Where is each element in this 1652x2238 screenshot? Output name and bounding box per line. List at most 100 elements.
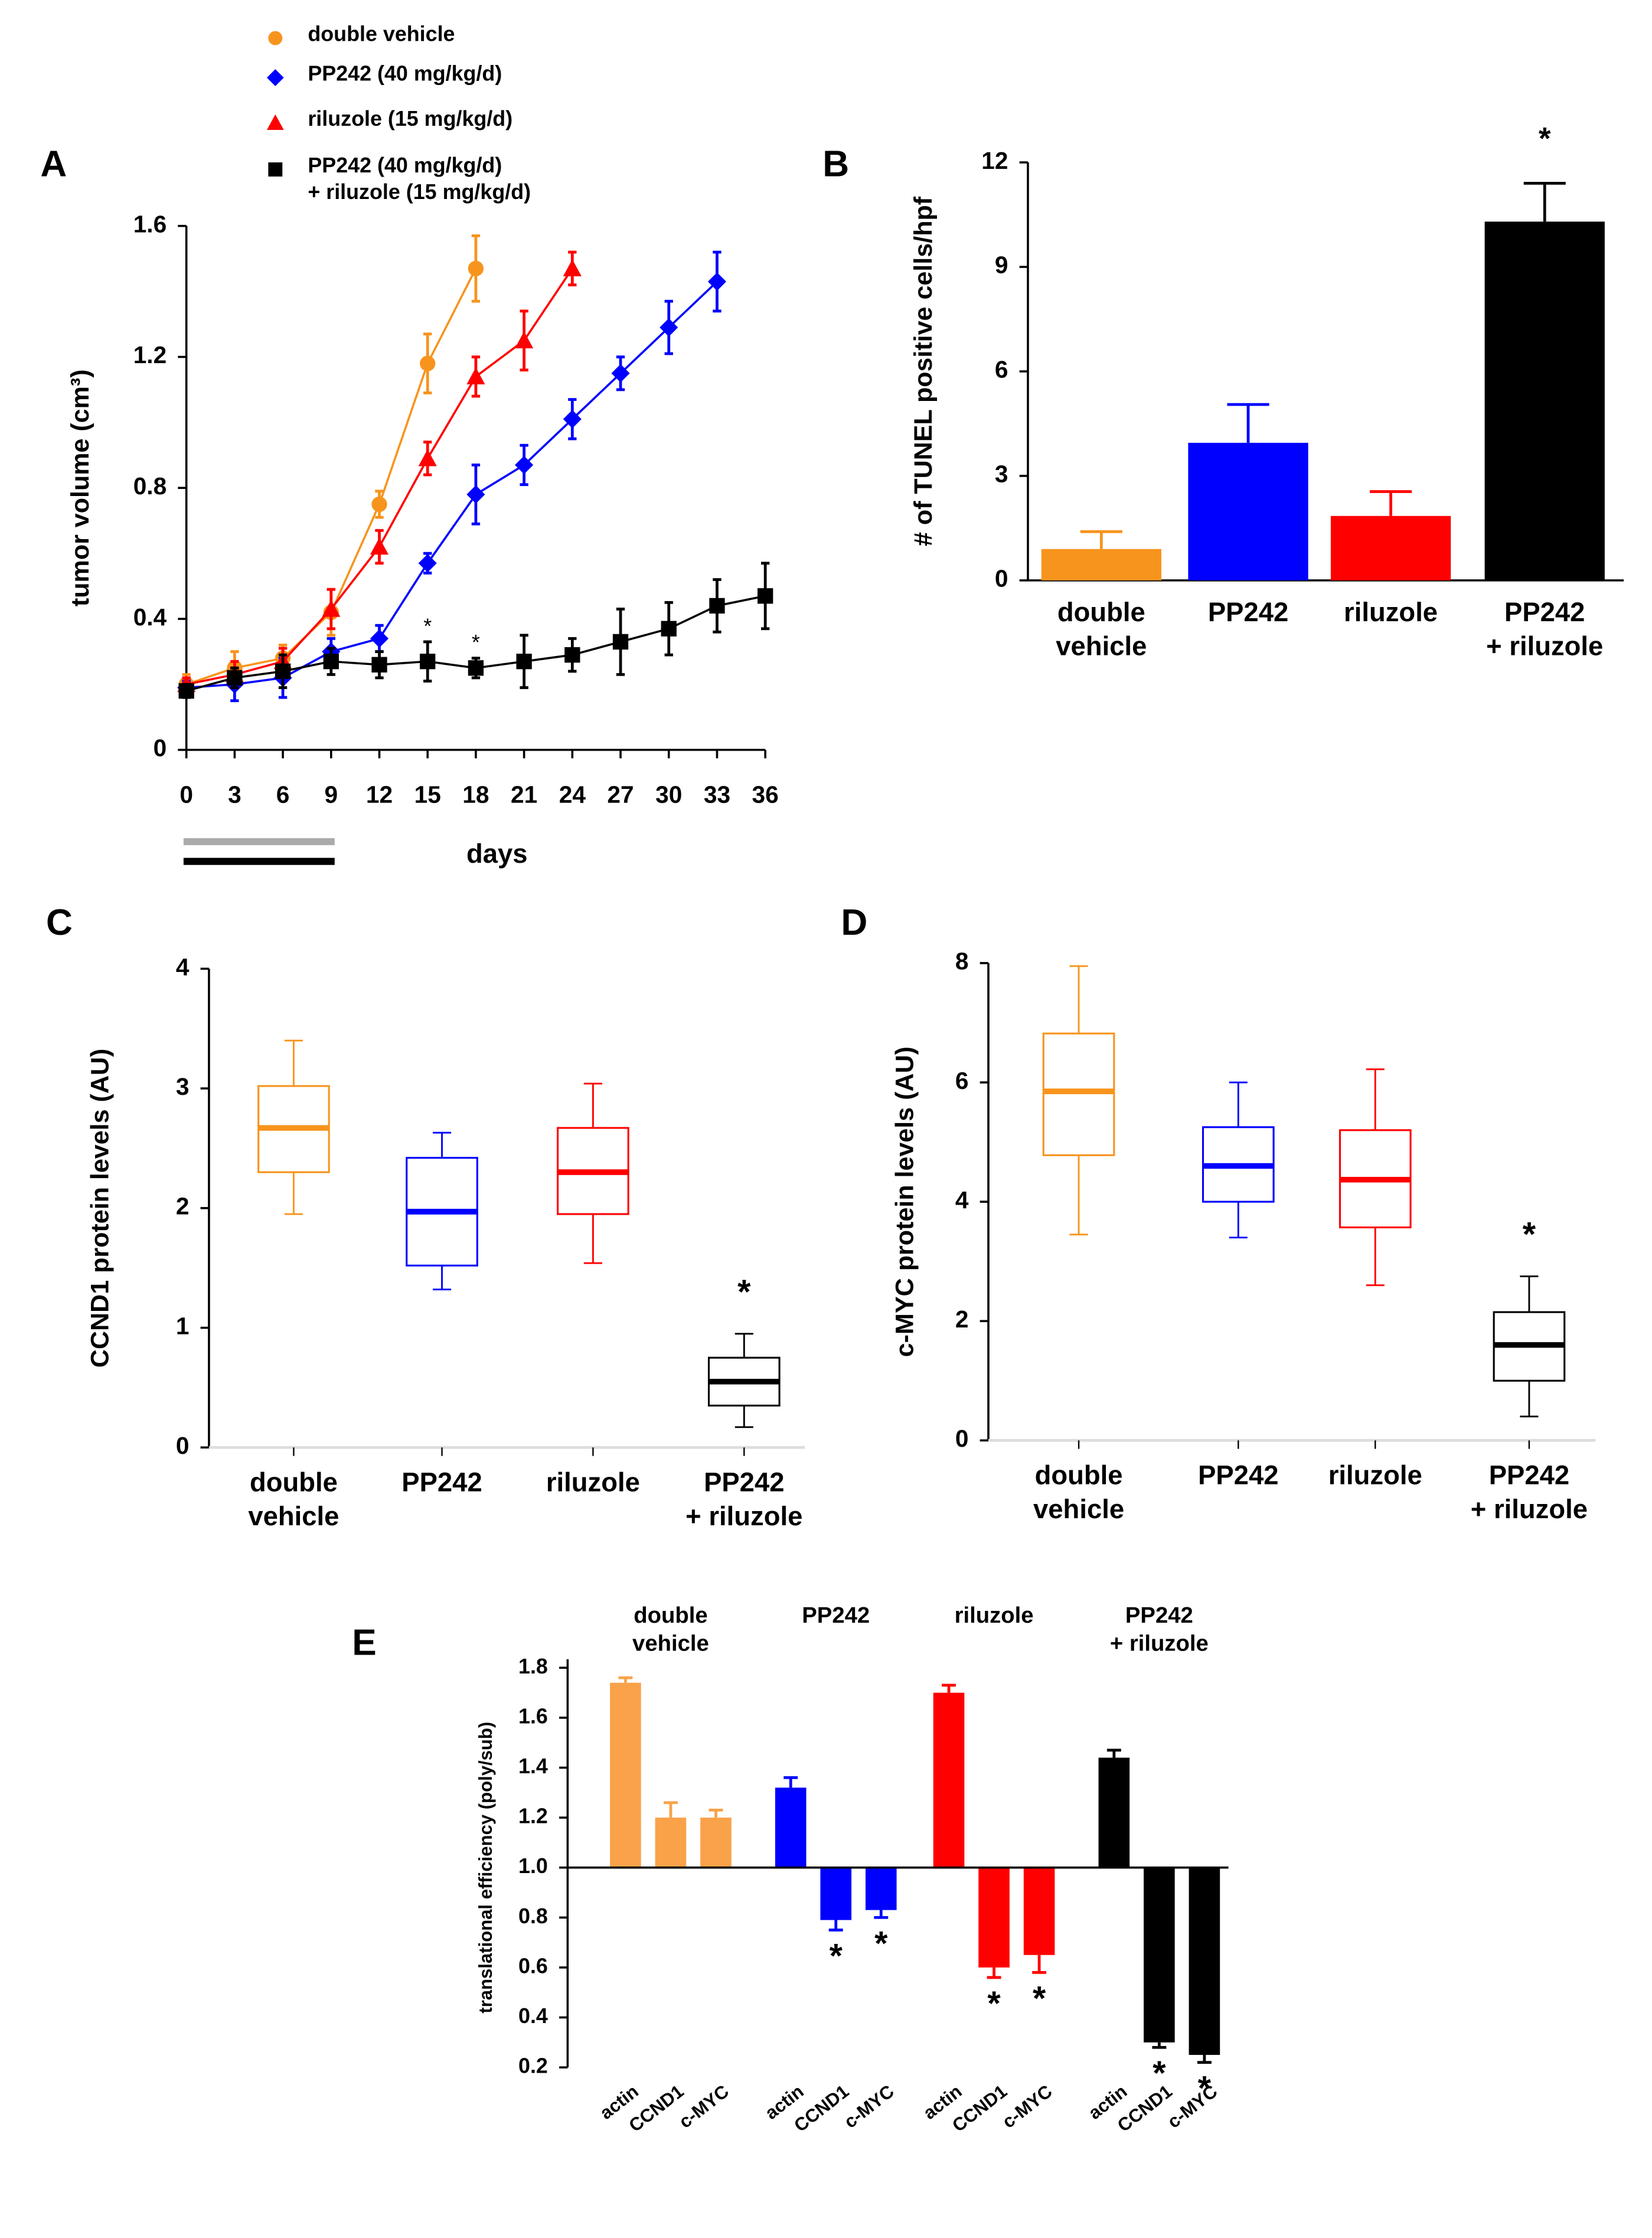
bar (775, 1787, 807, 1868)
marker (371, 657, 387, 673)
group-label-box: PP242 (802, 1604, 870, 1629)
marker (612, 634, 629, 650)
y-tick-label: 4 (955, 1186, 969, 1213)
marker (420, 653, 436, 670)
x-tick-label-box: riluzole (1344, 599, 1438, 628)
bar (820, 1867, 852, 1920)
bar (1041, 549, 1161, 580)
annotation: * (1198, 2070, 1212, 2107)
x-tick-label: riluzole (546, 1469, 640, 1499)
y-tick-label: 0.6 (518, 1954, 548, 1978)
y-tick-label: 1.0 (518, 1854, 548, 1878)
annotation: * (737, 1273, 751, 1311)
marker (563, 410, 582, 429)
marker (178, 683, 194, 699)
x-tick-label: double vehicle (1033, 1461, 1125, 1525)
x-tick-label: 12 (366, 781, 393, 808)
marker (515, 331, 534, 348)
y-tick-label: 2 (176, 1193, 190, 1220)
marker (758, 588, 773, 604)
legend-label: riluzole (15 mg/kg/d) (308, 107, 513, 132)
y-tick-label: 0.8 (518, 1904, 548, 1928)
bar (610, 1682, 641, 1868)
bar (1188, 442, 1308, 580)
y-axis-label: tumor volume (cm³) (66, 369, 94, 606)
x-tick-label: 6 (276, 781, 290, 808)
marker (707, 272, 727, 291)
group-label: PP242 + riluzole (1109, 1604, 1209, 1657)
x-tick-label-box: riluzole (1328, 1461, 1422, 1491)
legend-label-box: riluzole (15 mg/kg/d) (308, 107, 513, 132)
y-tick-label: 1.2 (133, 341, 167, 368)
x-tick-label: PP242 (401, 1469, 482, 1499)
marker (370, 537, 389, 555)
x-tick-label-box: PP242 (1198, 1461, 1279, 1492)
x-tick-label-box: riluzole (546, 1469, 640, 1499)
panel-label: C (46, 902, 73, 943)
legend-marker (268, 31, 283, 45)
y-tick-label: 2 (955, 1306, 969, 1333)
x-tick-label: 18 (462, 781, 489, 808)
y-tick-label: 1.4 (518, 1754, 548, 1778)
y-tick-label: 0 (955, 1425, 969, 1452)
x-tick-label: PP242 + riluzole (1470, 1461, 1588, 1525)
marker (661, 621, 677, 637)
panel-label: B (822, 144, 849, 185)
bar (865, 1867, 897, 1910)
x-tick-label-box: PP242 (1208, 599, 1288, 628)
x-tick-label-box: PP242 + riluzole (685, 1469, 803, 1532)
annotation: * (1153, 2054, 1166, 2092)
x-tick-label: PP242 + riluzole (685, 1469, 803, 1532)
x-tick-label: PP242 (1198, 1461, 1279, 1492)
y-axis-label: c-MYC protein levels (AU) (891, 1046, 919, 1357)
marker (515, 455, 534, 474)
y-tick-label: 1.6 (133, 210, 167, 237)
legend-marker (268, 162, 283, 177)
y-axis-label: translational efficiency (poly/sub) (475, 1722, 496, 2014)
legend-marker (266, 114, 284, 131)
annotation: * (423, 614, 432, 638)
x-tick-label: 9 (324, 781, 338, 808)
y-axis-label: CCND1 protein levels (AU) (86, 1049, 115, 1368)
x-tick-label: 24 (559, 781, 586, 808)
annotation: * (874, 1924, 888, 1962)
bar (655, 1818, 687, 1868)
legend-label-box: PP242 (40 mg/kg/d) (308, 62, 502, 86)
group-label-box: double vehicle (632, 1604, 709, 1657)
x-tick-label: 27 (607, 781, 634, 808)
x-tick-label: 33 (704, 781, 730, 808)
marker (564, 647, 580, 663)
marker (420, 355, 436, 371)
y-tick-label: 0.2 (518, 2054, 548, 2078)
marker (322, 599, 341, 617)
legend-marker (266, 69, 284, 86)
x-tick-label-box: PP242 + riluzole (1470, 1461, 1588, 1525)
marker (275, 663, 291, 679)
marker (611, 364, 630, 383)
box (1042, 1032, 1115, 1156)
x-tick-label: 30 (655, 781, 682, 808)
x-tick-label: 3 (228, 781, 241, 808)
group-label: PP242 (802, 1604, 870, 1629)
marker (709, 598, 725, 614)
y-tick-label: 3 (176, 1073, 190, 1100)
y-tick-label: 4 (176, 953, 190, 980)
annotation: * (472, 631, 480, 654)
annotation: * (1539, 122, 1551, 156)
bar (1330, 516, 1451, 580)
x-tick-label: PP242 + riluzole (1486, 598, 1604, 662)
y-tick-label: 0.4 (133, 603, 167, 631)
y-tick-label: 3 (995, 461, 1008, 488)
panel-label: E (352, 1622, 376, 1663)
legend-label: PP242 (40 mg/kg/d) (308, 62, 502, 86)
x-tick-label: c-MYC (998, 2081, 1056, 2132)
marker (563, 259, 582, 276)
panel-label: D (841, 902, 867, 943)
group-label: double vehicle (632, 1604, 709, 1657)
legend-label-box: double vehicle (308, 22, 455, 47)
marker (370, 629, 389, 648)
bar (1023, 1867, 1055, 1955)
y-tick-label: 12 (981, 147, 1008, 174)
y-tick-label: 6 (995, 356, 1008, 383)
